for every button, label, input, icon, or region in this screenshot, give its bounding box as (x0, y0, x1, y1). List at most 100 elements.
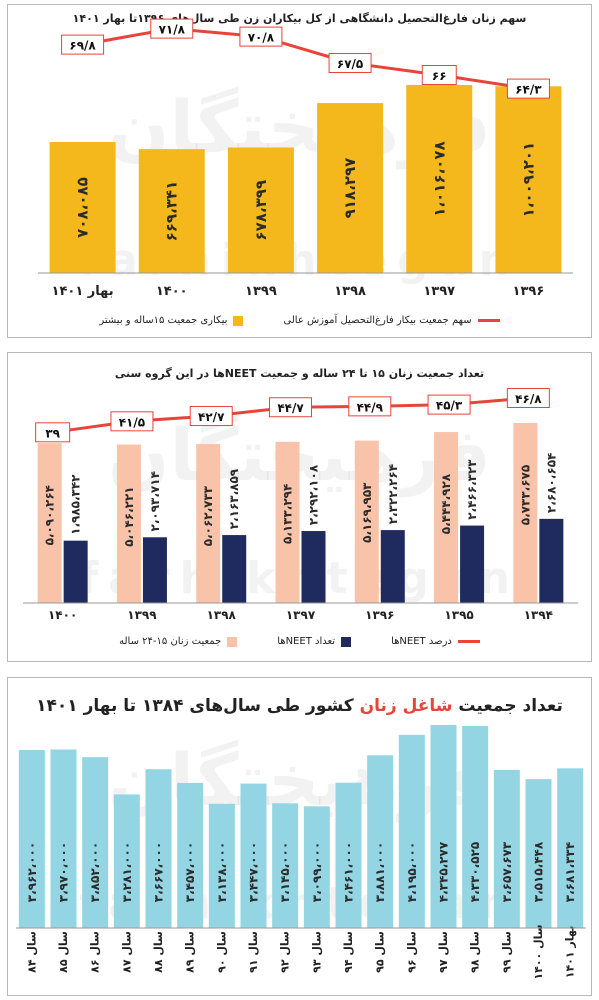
legend-item-population: جمعیت زنان ۱۵-۲۴ ساله (119, 636, 238, 647)
x-tick-label: سال ۹۶ (405, 931, 418, 973)
x-tick-label: ۱۴۰۰ (156, 284, 188, 299)
bar (317, 103, 384, 273)
x-tick-label: سال ۸۶ (89, 931, 102, 973)
bar (272, 803, 299, 928)
bar (63, 540, 88, 603)
chart-title: سهم زنان فارغ‌التحصیل دانشگاهی از کل بیک… (72, 12, 527, 25)
chart-3-plot: ۳،۹۶۲،۰۰۰ سال ۸۴ ۳،۹۷۰،۰۰۰ سال ۸۵ ۳،۸۵۲،۰۰۰ س… (16, 725, 586, 980)
bar (380, 530, 405, 603)
x-tick-label: سال ۹۳ (310, 931, 323, 973)
bar-value-label: ۳،۱۳۸،۰۰۰ (215, 842, 229, 902)
legend-swatch (341, 636, 352, 647)
x-tick-label: ۱۳۹۷ (423, 284, 455, 299)
bar-value-label: ۳،۹۷۰،۰۰۰ (57, 842, 71, 902)
line-label-box (269, 397, 312, 418)
legend-label: بیکاری جمعیت ۱۵ساله و بیشتر (99, 315, 228, 326)
bar-value-label: ۲،۱۶۳،۸۵۹ (227, 468, 241, 529)
bar (196, 444, 221, 603)
chart-panel-graduate-unemployment: فرهیختگان farhikhtegan سهم زنان فارغ‌الت… (7, 4, 592, 338)
line-value-label: ۳۹ (45, 426, 60, 440)
bar-value-label: ۱،۹۸۵،۳۴۲ (69, 474, 83, 535)
chart-legend: درصد NEETها تعداد NEETها جمعیت زنان ۱۵-۲… (8, 636, 591, 647)
x-tick-label: ۱۳۹۶ (365, 608, 394, 622)
bar-value-label: ۳،۲۸۱،۰۰۰ (120, 842, 134, 902)
bar (49, 141, 116, 273)
legend-label: جمعیت زنان ۱۵-۲۴ ساله (119, 636, 222, 647)
chart-title-part: کشور طی سال‌های ۱۳۸۴ تا بهار ۱۴۰۱ (36, 696, 360, 716)
x-tick-label: ۱۳۹۸ (207, 608, 237, 622)
bar (116, 444, 141, 603)
line-label-box (421, 65, 457, 85)
bar-value-label: ۵،۱۳۳،۲۹۴ (281, 484, 295, 544)
bar (113, 794, 140, 928)
bar-value-label: ۶۷۸،۳۹۹ (252, 180, 270, 241)
legend-label: درصد NEETها (391, 636, 452, 647)
x-tick-label: ۱۳۹۹ (127, 608, 157, 622)
bar-value-label: ۵،۱۶۹،۹۵۳ (360, 482, 374, 543)
bar-value-label: ۳،۶۶۷،۰۰۰ (152, 842, 166, 902)
chart-panel-employed-women: فرهیختگان farhikhtegan تعداد جمعیت شاغل … (7, 677, 592, 996)
line-value-label: ۴۶/۸ (515, 392, 542, 406)
bar (303, 806, 330, 928)
line-value-label: ۶۹/۸ (69, 39, 96, 53)
bar (539, 518, 564, 603)
chart-title: تعداد جمعیت زنان ۱۵ تا ۲۴ ساله و جمعیت N… (114, 367, 485, 380)
x-tick-label: بهار ۱۴۰۱ (564, 926, 577, 979)
bar (37, 443, 62, 603)
line-value-label: ۶۴/۳ (515, 83, 542, 97)
bar (301, 531, 326, 603)
bar (50, 749, 77, 928)
legend-swatch (457, 640, 480, 643)
bar-value-label: ۲،۴۶۶،۳۲۳ (465, 459, 479, 520)
line-value-label: ۷۱/۸ (159, 23, 186, 37)
chart-title-highlight: شاغل زنان (359, 696, 453, 716)
chart-legend: سهم جمعیت بیکار فارغ‌التحصیل آموزش عالی … (8, 315, 591, 326)
line-label-box (189, 406, 233, 427)
line-label-box (150, 18, 194, 39)
bar-value-label: ۹۱۸،۲۹۷ (341, 158, 359, 219)
bar (462, 725, 489, 928)
x-tick-label: ۱۳۹۹ (245, 284, 277, 299)
bar (222, 535, 247, 603)
x-tick-label: سال ۹۷ (437, 931, 450, 973)
x-tick-label: ۱۳۹۷ (286, 608, 316, 622)
series-line (82, 27, 529, 91)
bar-value-label: ۵،۰۶۲،۷۳۳ (201, 485, 215, 546)
line-label-box (61, 34, 105, 55)
bar (525, 779, 552, 928)
x-tick-label: سال ۹۰ (215, 931, 228, 973)
line-value-label: ۶۷/۵ (337, 57, 363, 71)
legend-item-bar: بیکاری جمعیت ۱۵ساله و بیشتر (99, 315, 244, 326)
line-label-box (328, 53, 372, 73)
bar-value-label: ۲،۰۹۳،۷۱۴ (148, 471, 162, 531)
bar (460, 525, 485, 603)
bar-value-label: ۱،۰۱۶،۰۷۸ (430, 141, 448, 216)
x-tick-label: سال ۱۴۰۰ (532, 924, 545, 979)
legend-item-neet: تعداد NEETها (277, 636, 352, 647)
bar-value-label: ۳،۱۴۵،۰۰۰ (278, 842, 292, 902)
bar-value-label: ۵،۰۹۰،۲۶۴ (43, 485, 57, 545)
x-tick-label: ۱۳۹۸ (334, 284, 366, 299)
legend-swatch (227, 636, 238, 647)
x-tick-label: سال ۹۱ (247, 931, 260, 973)
bar-value-label: ۳،۸۸۱،۰۰۰ (373, 842, 387, 902)
x-tick-label: ۱۳۹۶ (513, 284, 545, 299)
bar (240, 783, 267, 928)
bar-value-label: ۲،۳۲۲،۲۶۴ (386, 464, 400, 524)
line-value-label: ۴۴/۹ (357, 400, 384, 414)
bar (18, 750, 45, 928)
line-value-label: ۴۱/۵ (119, 415, 145, 429)
bar (177, 782, 204, 928)
x-tick-label: سال ۸۷ (120, 931, 133, 973)
bar-value-label: ۳،۶۸۱،۳۳۴ (563, 842, 577, 902)
x-tick-label: بهار ۱۴۰۱ (52, 284, 114, 299)
legend-swatch (233, 315, 244, 326)
bar (138, 149, 205, 273)
x-tick-label: سال ۹۹ (500, 931, 513, 973)
legend-item-line: سهم جمعیت بیکار فارغ‌التحصیل آموزش عالی (283, 315, 500, 326)
bar (208, 803, 235, 928)
bar (495, 86, 562, 273)
x-tick-label: ۱۳۹۵ (444, 608, 473, 622)
x-tick-label: ۱۴۰۰ (48, 608, 77, 622)
bar (367, 755, 394, 928)
